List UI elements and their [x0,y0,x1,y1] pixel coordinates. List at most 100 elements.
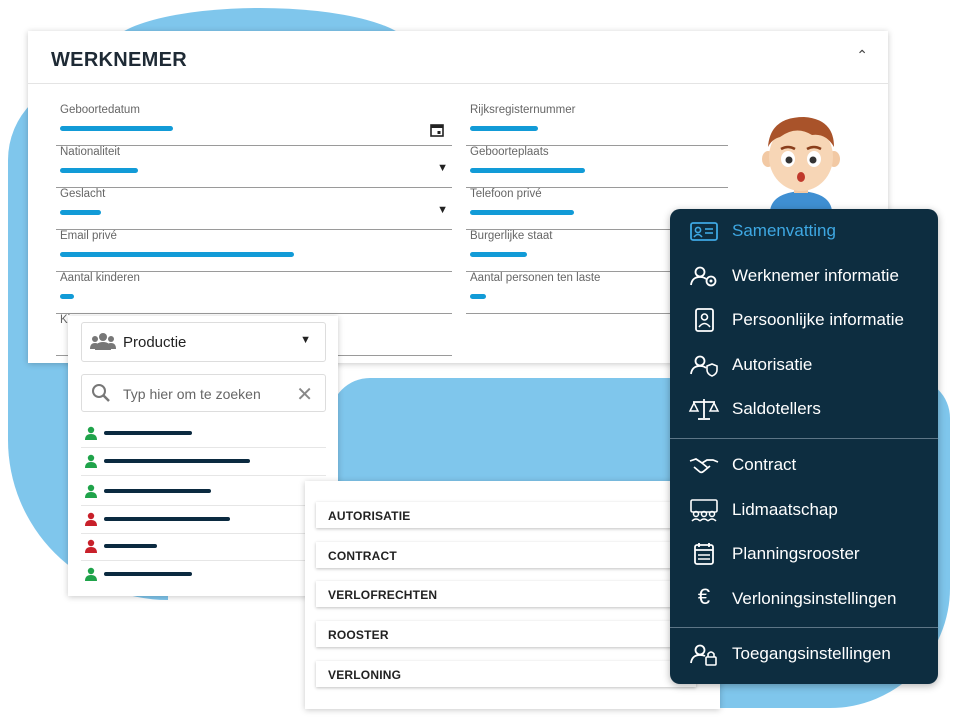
caret-down-icon[interactable]: ▼ [437,204,448,216]
field-value-placeholder [470,168,585,173]
section-verloning[interactable]: VERLONING [316,661,696,687]
card-title: WERKNEMER [51,49,188,71]
user-icon [85,512,97,526]
list-item[interactable] [81,561,326,588]
scale-icon [688,399,720,420]
menu-label: Lidmaatschap [732,500,838,519]
user-icon [85,567,97,581]
menu-item-samenvatting[interactable]: Samenvatting [670,211,938,251]
section-label: AUTORISATIE [328,509,411,523]
menu-label: Autorisatie [732,355,813,374]
user-icon [85,484,97,498]
field-value-placeholder [60,168,138,173]
caret-down-icon[interactable]: ▼ [437,162,448,174]
handshake-icon [689,458,719,474]
field-label: Rijksregisternummer [470,104,576,116]
field-burgerlijke-staat[interactable]: Burgerlijke staat [466,229,728,272]
user-shield-icon [690,355,718,377]
field-label: Aantal kinderen [60,272,140,284]
field-label: Ki [60,314,71,326]
field-telefoon-prive[interactable]: Telefoon privé [466,187,728,230]
clear-search-icon[interactable]: ✕ [296,384,313,406]
menu-item-toegangsinstellingen[interactable]: Toegangsinstellingen [670,634,938,674]
section-rooster[interactable]: ROOSTER [316,621,696,647]
person-name-placeholder [104,544,157,548]
list-item[interactable] [81,420,326,448]
field-rijksregisternummer[interactable]: Rijksregisternummer [466,103,728,146]
user-icon [85,539,97,553]
field-geslacht[interactable]: Geslacht ▼ [56,187,452,230]
menu-label: Persoonlijke informatie [732,310,904,329]
user-lock-icon [690,644,717,666]
field-value-placeholder [60,252,294,257]
menu-item-planningsrooster[interactable]: Planningsrooster [670,534,938,574]
contact-card-icon [695,308,714,332]
field-value-placeholder [470,126,538,131]
id-card-icon [690,222,718,241]
collapse-icon[interactable]: ⌃ [856,47,868,63]
person-name-placeholder [104,431,192,435]
menu-item-autorisatie[interactable]: Autorisatie [670,345,938,385]
caret-down-icon: ▼ [300,334,311,346]
field-label: Burgerlijke staat [470,230,553,242]
user-gear-icon [690,266,717,287]
section-verlofrechten[interactable]: VERLOFRECHTEN [316,581,696,607]
menu-item-lidmaatschap[interactable]: Lidmaatschap [670,490,938,530]
field-value-placeholder [470,294,486,299]
menu-label: Werknemer informatie [732,266,899,285]
field-email-prive[interactable]: Email privé [56,229,452,272]
menu-item-verloningsinstellingen[interactable]: € Verloningsinstellingen [670,579,938,619]
field-label: Email privé [60,230,117,242]
field-value-placeholder [470,252,527,257]
person-name-placeholder [104,459,250,463]
section-autorisatie[interactable]: AUTORISATIE [316,502,696,528]
list-item[interactable] [81,533,326,561]
card-header: WERKNEMER ⌃ [28,31,888,84]
search-icon [92,384,110,402]
section-contract[interactable]: CONTRACT [316,542,696,568]
avatar [762,117,840,211]
menu-label: Verloningsinstellingen [732,589,897,608]
dropdown-label: Productie [123,334,187,351]
menu-item-persoonlijke-informatie[interactable]: Persoonlijke informatie [670,300,938,340]
menu-item-saldotellers[interactable]: Saldotellers [670,389,938,429]
field-aantal-personen-ten-laste[interactable]: Aantal personen ten laste [466,271,728,314]
field-aantal-kinderen[interactable]: Aantal kinderen [56,271,452,314]
productie-panel: Productie ▼ Typ hier om te zoeken ✕ [68,316,338,596]
list-item[interactable] [81,506,326,534]
field-label: Telefoon privé [470,188,542,200]
field-value-placeholder [60,126,173,131]
list-item[interactable] [81,448,326,476]
field-label: Geboortedatum [60,104,140,116]
euro-icon: € [697,584,711,609]
field-label: Aantal personen ten laste [470,272,601,284]
field-value-placeholder [60,210,101,215]
field-label: Geboorteplaats [470,146,549,158]
user-icon [85,426,97,440]
field-label: Nationaliteit [60,146,121,158]
field-geboortedatum[interactable]: Geboortedatum [56,103,452,146]
menu-label: Saldotellers [732,399,821,418]
menu-item-werknemer-informatie[interactable]: Werknemer informatie [670,256,938,296]
sections-panel: AUTORISATIE CONTRACT VERLOFRECHTEN ROOST… [305,481,720,709]
menu-label: Contract [732,455,797,474]
menu-label: Samenvatting [732,221,836,240]
menu-item-contract[interactable]: Contract [670,445,938,485]
section-label: VERLOFRECHTEN [328,588,438,602]
person-name-placeholder [104,517,230,521]
search-input[interactable]: Typ hier om te zoeken ✕ [81,374,326,412]
menu-divider [670,438,938,439]
section-label: CONTRACT [328,549,397,563]
section-label: VERLONING [328,668,402,682]
menu-label: Planningsrooster [732,544,860,563]
person-name-placeholder [104,572,192,576]
list-item[interactable] [81,478,326,506]
field-value-placeholder [60,294,74,299]
person-name-placeholder [104,489,211,493]
field-nationaliteit[interactable]: Nationaliteit ▼ [56,145,452,188]
calendar-icon[interactable] [430,123,444,137]
search-placeholder: Typ hier om te zoeken [123,386,261,402]
field-geboorteplaats[interactable]: Geboorteplaats [466,145,728,188]
menu-label: Toegangsinstellingen [732,644,891,663]
group-dropdown[interactable]: Productie ▼ [81,322,326,362]
